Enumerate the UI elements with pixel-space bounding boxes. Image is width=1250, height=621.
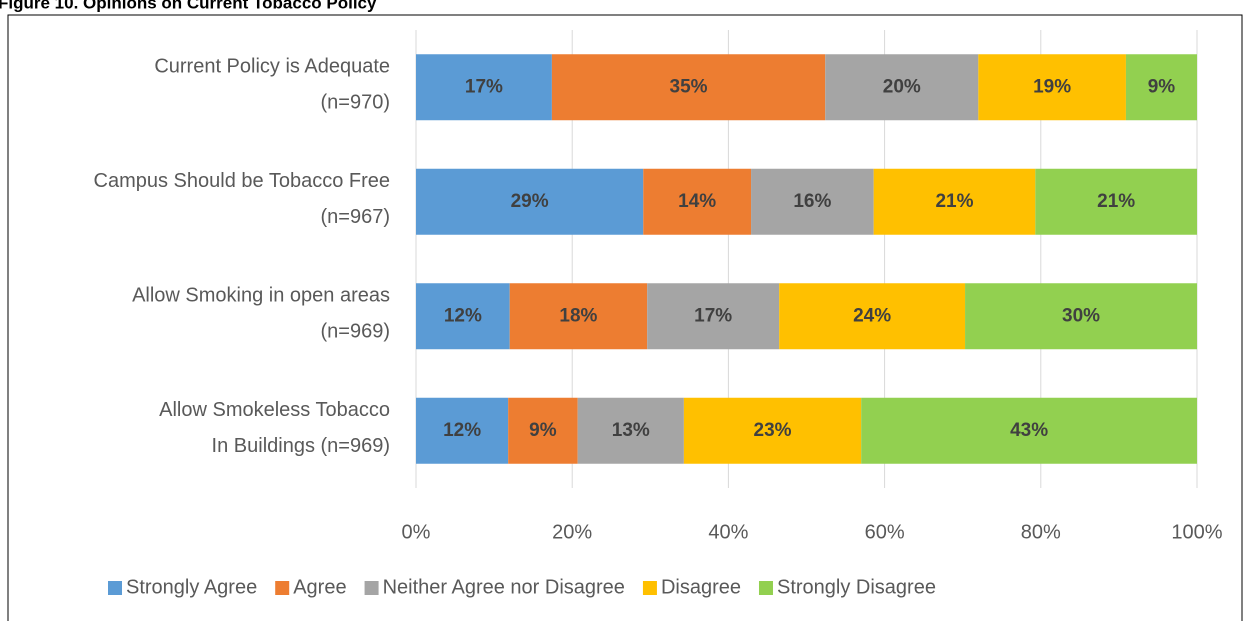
category-label: Current Policy is Adequate xyxy=(154,56,390,78)
bar-segment xyxy=(825,54,979,121)
bar-segment xyxy=(647,283,780,350)
data-label: 9% xyxy=(1148,76,1176,97)
category-label: Allow Smoking in open areas xyxy=(132,285,390,307)
data-label: 9% xyxy=(529,420,557,441)
legend-swatch xyxy=(275,581,290,595)
legend-swatch xyxy=(758,581,773,595)
legend-label: Strongly Agree xyxy=(126,576,257,598)
bar-segment xyxy=(508,397,578,464)
bar-segment xyxy=(873,168,1036,235)
x-tick-label: 40% xyxy=(708,521,748,543)
bar-segment xyxy=(779,283,966,350)
data-label: 23% xyxy=(754,420,792,441)
legend-label: Neither Agree nor Disagree xyxy=(383,576,625,598)
data-label: 19% xyxy=(1033,76,1071,97)
category-label: (n=967) xyxy=(321,206,391,228)
legend-label: Strongly Disagree xyxy=(777,576,936,598)
data-label: 18% xyxy=(559,305,597,326)
bar-segment xyxy=(978,54,1126,121)
bar-segment xyxy=(509,283,648,350)
data-label: 35% xyxy=(670,76,708,97)
chart-title: Figure 10. Opinions on Current Tobacco P… xyxy=(0,0,377,12)
legend-label: Agree xyxy=(293,576,346,598)
category-label: Allow Smokeless Tobacco xyxy=(159,399,390,421)
chart-frame xyxy=(7,14,1243,621)
data-label: 12% xyxy=(444,305,482,326)
category-label: Campus Should be Tobacco Free xyxy=(94,170,390,192)
bar-segment xyxy=(751,168,874,235)
data-label: 24% xyxy=(853,305,891,326)
category-label: In Buildings (n=969) xyxy=(212,435,390,457)
data-label: 20% xyxy=(883,76,921,97)
x-tick-label: 20% xyxy=(552,521,592,543)
bar-segment xyxy=(683,397,862,464)
data-label: 29% xyxy=(511,191,549,212)
bar-segment xyxy=(416,54,552,121)
bar-segment xyxy=(965,283,1197,350)
x-tick-label: 60% xyxy=(865,521,905,543)
bar-segment xyxy=(416,397,509,464)
legend-label: Disagree xyxy=(661,576,741,598)
data-label: 21% xyxy=(1097,191,1135,212)
data-label: 17% xyxy=(694,305,732,326)
bar-segment xyxy=(416,168,644,235)
bar-segment xyxy=(1035,168,1197,235)
category-label: (n=969) xyxy=(321,321,391,343)
data-label: 14% xyxy=(678,191,716,212)
legend-swatch xyxy=(108,581,122,595)
category-label: (n=970) xyxy=(321,92,391,114)
bar-segment xyxy=(577,397,684,464)
legend-swatch xyxy=(642,581,657,595)
data-label: 30% xyxy=(1062,305,1100,326)
data-label: 12% xyxy=(443,420,481,441)
data-label: 17% xyxy=(465,76,503,97)
legend-swatch xyxy=(364,581,379,595)
x-tick-label: 100% xyxy=(1171,521,1222,543)
x-tick-label: 80% xyxy=(1021,521,1061,543)
bar-segment xyxy=(1125,54,1197,121)
data-label: 21% xyxy=(935,191,973,212)
data-label: 13% xyxy=(612,420,650,441)
bar-segment xyxy=(416,283,510,350)
data-label: 16% xyxy=(793,191,831,212)
bar-segment xyxy=(551,54,826,121)
bar-segment xyxy=(643,168,752,235)
x-tick-label: 0% xyxy=(402,521,431,543)
data-label: 43% xyxy=(1010,420,1048,441)
bar-segment xyxy=(861,397,1197,464)
